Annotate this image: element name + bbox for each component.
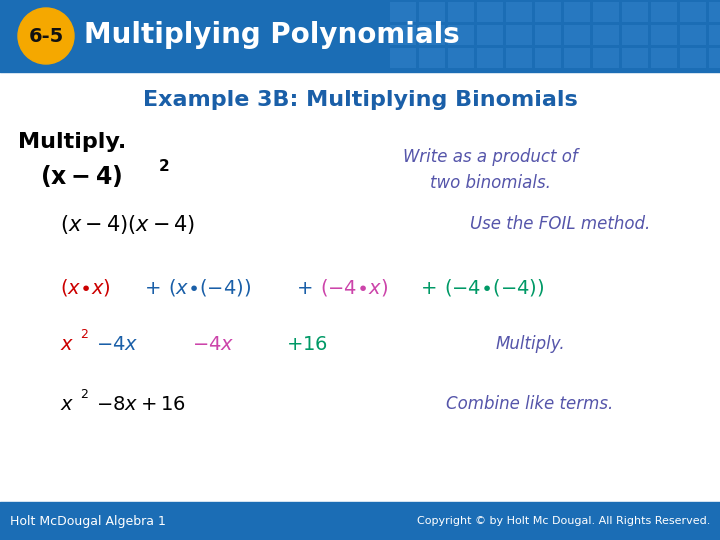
Bar <box>477 2 503 22</box>
Text: Use the FOIL method.: Use the FOIL method. <box>470 215 650 233</box>
Bar <box>535 25 561 45</box>
Text: $\mathbf{(x - 4)}$: $\mathbf{(x - 4)}$ <box>40 163 122 189</box>
Text: $- 4x$: $- 4x$ <box>96 334 138 354</box>
Text: Copyright © by Holt Mc Dougal. All Rights Reserved.: Copyright © by Holt Mc Dougal. All Right… <box>417 516 710 526</box>
Bar <box>680 2 706 22</box>
Bar <box>419 25 445 45</box>
Text: $x$: $x$ <box>60 334 74 354</box>
Bar <box>419 2 445 22</box>
Text: Multiplying Polynomials: Multiplying Polynomials <box>84 21 460 49</box>
Text: $(x - 4)(x - 4)$: $(x - 4)(x - 4)$ <box>60 213 195 235</box>
Bar <box>506 48 532 68</box>
Bar <box>535 2 561 22</box>
Text: Multiply.: Multiply. <box>18 132 126 152</box>
Text: $2$: $2$ <box>80 327 89 341</box>
Text: $+$: $+$ <box>420 279 436 298</box>
Bar <box>390 25 416 45</box>
Text: $- 4x$: $- 4x$ <box>192 334 235 354</box>
Bar <box>651 48 677 68</box>
Bar <box>651 2 677 22</box>
Text: $(-4{\bullet}x)$: $(-4{\bullet}x)$ <box>320 278 388 299</box>
Bar <box>593 48 619 68</box>
Bar <box>622 25 648 45</box>
Bar <box>709 48 720 68</box>
Bar <box>477 25 503 45</box>
Bar <box>680 25 706 45</box>
Bar <box>622 48 648 68</box>
Text: Holt McDougal Algebra 1: Holt McDougal Algebra 1 <box>10 515 166 528</box>
Text: $(x{\bullet}x)$: $(x{\bullet}x)$ <box>60 278 111 299</box>
Text: $x$: $x$ <box>60 395 74 414</box>
Bar <box>390 2 416 22</box>
Bar <box>477 48 503 68</box>
Bar <box>448 48 474 68</box>
Text: $+$: $+$ <box>144 279 161 298</box>
Circle shape <box>18 8 74 64</box>
Text: Example 3B: Multiplying Binomials: Example 3B: Multiplying Binomials <box>143 90 577 110</box>
Bar <box>564 2 590 22</box>
Text: Write as a product of
two binomials.: Write as a product of two binomials. <box>402 148 577 192</box>
Text: $(x{\bullet}(-4))$: $(x{\bullet}(-4))$ <box>168 278 251 299</box>
Text: Combine like terms.: Combine like terms. <box>446 395 613 413</box>
Bar <box>448 2 474 22</box>
Bar <box>419 48 445 68</box>
Bar <box>564 25 590 45</box>
Bar <box>651 25 677 45</box>
Bar <box>709 25 720 45</box>
Bar <box>593 2 619 22</box>
Text: 6-5: 6-5 <box>28 26 63 45</box>
Text: $\mathbf{2}$: $\mathbf{2}$ <box>158 158 169 174</box>
Text: $(-4{\bullet}(-4))$: $(-4{\bullet}(-4))$ <box>444 278 544 299</box>
Bar <box>448 25 474 45</box>
Bar <box>506 25 532 45</box>
Text: $+$: $+$ <box>296 279 312 298</box>
Bar <box>622 2 648 22</box>
Bar <box>680 48 706 68</box>
Text: $- 8x + 16$: $- 8x + 16$ <box>96 395 186 414</box>
Bar <box>593 25 619 45</box>
Bar <box>709 2 720 22</box>
Text: Multiply.: Multiply. <box>495 335 564 353</box>
Bar <box>506 2 532 22</box>
Text: $+ 16$: $+ 16$ <box>286 334 328 354</box>
Bar <box>564 48 590 68</box>
Text: $2$: $2$ <box>80 388 89 401</box>
Bar <box>535 48 561 68</box>
Bar <box>390 48 416 68</box>
